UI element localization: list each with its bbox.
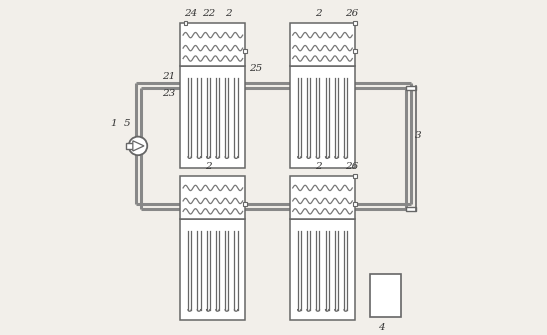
Text: 3: 3 [415, 131, 421, 140]
Bar [290, 23, 355, 66]
Bar [353, 174, 357, 178]
Bar [353, 50, 357, 53]
Text: 25: 25 [248, 64, 262, 73]
Bar [126, 143, 134, 149]
Bar [353, 21, 357, 25]
Bar [290, 176, 355, 219]
Bar [243, 202, 247, 206]
Text: 26: 26 [345, 9, 358, 18]
Text: 2: 2 [315, 162, 321, 171]
Bar [370, 274, 401, 317]
Text: 2: 2 [315, 9, 321, 18]
Bar [406, 86, 416, 90]
Text: 4: 4 [378, 323, 385, 332]
Bar [290, 219, 355, 320]
Bar [243, 50, 247, 53]
Text: 1: 1 [110, 119, 118, 128]
Circle shape [129, 137, 147, 155]
Text: 23: 23 [162, 89, 176, 98]
Bar [184, 21, 188, 25]
Bar [353, 202, 357, 206]
Text: 5: 5 [123, 119, 130, 128]
Polygon shape [133, 141, 144, 151]
Bar [290, 66, 355, 168]
Bar [181, 66, 245, 168]
Bar [181, 176, 245, 219]
Bar [181, 219, 245, 320]
Bar [406, 207, 416, 211]
Text: 21: 21 [162, 72, 176, 81]
Bar [181, 23, 245, 66]
Text: 22: 22 [202, 9, 216, 18]
Text: 26: 26 [345, 162, 358, 171]
Text: 2: 2 [205, 162, 212, 171]
Text: 24: 24 [184, 9, 197, 18]
Text: 2: 2 [225, 9, 232, 18]
